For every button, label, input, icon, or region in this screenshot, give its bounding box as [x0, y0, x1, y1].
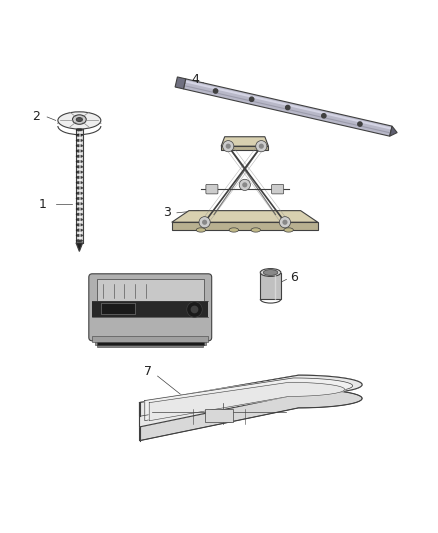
Bar [95, 339, 206, 345]
Ellipse shape [58, 112, 101, 129]
Circle shape [242, 182, 247, 188]
Circle shape [321, 114, 326, 118]
FancyBboxPatch shape [206, 184, 218, 194]
Ellipse shape [76, 197, 83, 200]
Polygon shape [140, 375, 362, 441]
Circle shape [279, 216, 290, 228]
Ellipse shape [76, 134, 83, 136]
Bar [101, 303, 135, 314]
Ellipse shape [76, 160, 83, 163]
Ellipse shape [76, 128, 83, 131]
Circle shape [191, 305, 198, 313]
Ellipse shape [76, 166, 83, 168]
Ellipse shape [76, 150, 83, 152]
Circle shape [250, 97, 254, 101]
Ellipse shape [76, 234, 83, 237]
Ellipse shape [76, 171, 83, 173]
FancyBboxPatch shape [272, 184, 284, 194]
Ellipse shape [76, 155, 83, 158]
Ellipse shape [263, 270, 278, 276]
Ellipse shape [76, 144, 83, 147]
Ellipse shape [251, 228, 261, 232]
Ellipse shape [76, 187, 83, 189]
Ellipse shape [76, 239, 83, 242]
Text: 6: 6 [290, 271, 298, 284]
Text: 4: 4 [191, 73, 199, 86]
Circle shape [239, 179, 251, 190]
Polygon shape [145, 378, 353, 421]
Circle shape [256, 141, 267, 152]
Ellipse shape [72, 115, 86, 124]
Text: 3: 3 [163, 206, 171, 219]
Ellipse shape [76, 139, 83, 142]
Circle shape [283, 220, 287, 225]
Ellipse shape [76, 176, 83, 179]
Text: 5: 5 [101, 298, 109, 312]
Ellipse shape [76, 224, 83, 226]
Circle shape [202, 220, 207, 225]
Ellipse shape [196, 228, 206, 232]
Ellipse shape [76, 118, 82, 122]
Circle shape [286, 106, 290, 110]
FancyBboxPatch shape [89, 274, 212, 341]
Ellipse shape [229, 228, 239, 232]
Bar [96, 337, 204, 345]
Circle shape [226, 143, 231, 149]
Polygon shape [390, 126, 397, 136]
Circle shape [259, 143, 264, 149]
Circle shape [187, 302, 202, 317]
Circle shape [199, 216, 210, 228]
Polygon shape [140, 375, 362, 427]
Bar [96, 279, 204, 301]
Polygon shape [76, 243, 83, 252]
Circle shape [213, 89, 218, 93]
Ellipse shape [76, 219, 83, 221]
Bar [92, 336, 208, 342]
Text: 2: 2 [32, 110, 40, 124]
Ellipse shape [76, 229, 83, 231]
Ellipse shape [76, 213, 83, 216]
Text: 7: 7 [144, 365, 152, 378]
Bar [97, 342, 203, 348]
Ellipse shape [260, 269, 281, 277]
Polygon shape [205, 409, 233, 422]
Ellipse shape [76, 203, 83, 205]
Polygon shape [172, 222, 318, 230]
Bar [76, 128, 83, 243]
Ellipse shape [76, 181, 83, 184]
Circle shape [223, 141, 234, 152]
Polygon shape [184, 79, 392, 136]
Text: 1: 1 [39, 198, 47, 211]
Ellipse shape [76, 208, 83, 211]
Bar [92, 301, 208, 317]
Polygon shape [175, 77, 186, 89]
Polygon shape [149, 382, 345, 421]
Ellipse shape [76, 192, 83, 195]
Polygon shape [172, 211, 318, 222]
Circle shape [358, 122, 362, 126]
Ellipse shape [284, 228, 293, 232]
Polygon shape [221, 137, 268, 146]
Polygon shape [221, 146, 268, 150]
Bar [260, 272, 281, 299]
